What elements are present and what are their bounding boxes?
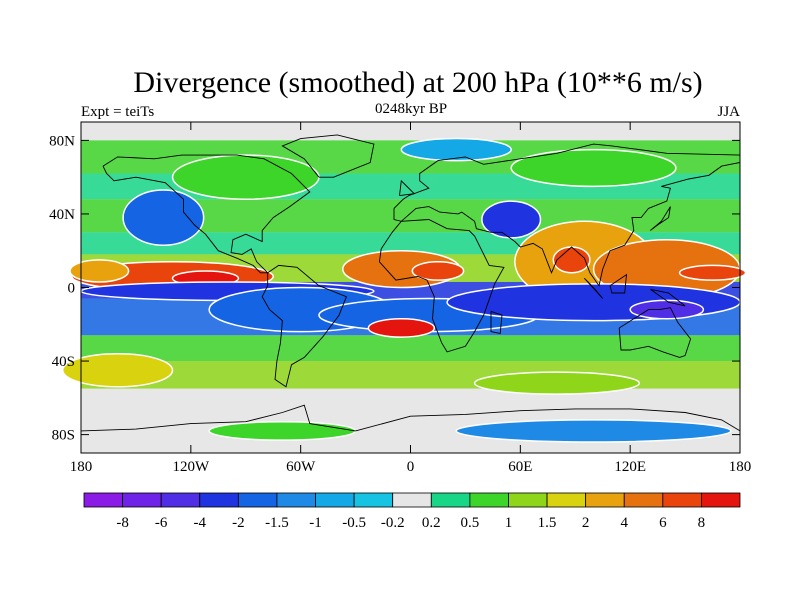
- divergence-region: [481, 200, 542, 239]
- x-tick-label: 60E: [508, 459, 532, 475]
- x-tick-label: 180: [729, 459, 752, 475]
- divergence-region: [122, 189, 205, 246]
- coastlines: [80, 134, 741, 432]
- colorbar-swatch: [701, 492, 741, 508]
- colorbar-swatch: [508, 492, 548, 508]
- colorbar-label: -0.2: [381, 515, 405, 531]
- subtitle-center: 0248kyr BP: [375, 101, 447, 117]
- colorbar-swatch: [585, 492, 625, 508]
- divergence-region: [411, 261, 465, 281]
- colorbar-swatch: [199, 492, 239, 508]
- coastline: [261, 264, 347, 388]
- chart-title: Divergence (smoothed) at 200 hPa (10**6 …: [133, 66, 702, 99]
- colorbar-swatch: [353, 492, 394, 508]
- x-tick-label: 180: [70, 459, 93, 475]
- coastline: [393, 143, 741, 287]
- colorbar-label: 4: [620, 515, 628, 531]
- y-tick-label: 40S: [52, 354, 75, 370]
- colorbar-label: 6: [659, 515, 667, 531]
- coastline: [281, 134, 375, 178]
- coastline: [102, 154, 311, 274]
- divergence-region: [629, 299, 705, 320]
- colorbar-label: -1: [309, 515, 322, 531]
- subtitle-right: JJA: [717, 104, 740, 120]
- divergence-region: [552, 246, 591, 274]
- colorbar-swatch: [469, 492, 509, 508]
- x-tick-label: 60W: [286, 459, 316, 475]
- colorbar-label: -6: [155, 515, 168, 531]
- divergence-region: [367, 318, 436, 338]
- latitude-band: [81, 388, 740, 413]
- x-tick-label: 0: [407, 459, 415, 475]
- divergence-region: [208, 420, 357, 441]
- divergence-region: [678, 264, 747, 281]
- coastline: [399, 179, 416, 197]
- divergence-region: [171, 154, 320, 200]
- x-axis-ticks: 180 120W 60W 0 60E 120E 180: [70, 122, 752, 475]
- coastline: [650, 288, 686, 307]
- divergence-region: [455, 419, 732, 443]
- divergence-region: [510, 148, 677, 188]
- colorbar-swatch: [237, 492, 278, 508]
- colorbar-label: 1.5: [538, 515, 557, 531]
- y-tick-label: 0: [68, 281, 76, 297]
- colorbar-swatch: [430, 492, 471, 508]
- coastline: [618, 307, 692, 358]
- divergence-region: [473, 371, 641, 395]
- colorbar-swatch: [315, 492, 355, 508]
- colorbar-label: 2: [582, 515, 590, 531]
- colorbar: -8 -6 -4 -2 -1.5 -1 -0.5 -0.2 0.2 0.5 1 1.5 2 4 6 8: [83, 492, 741, 531]
- colorbar-swatch: [623, 492, 664, 508]
- latitude-band: [81, 361, 740, 389]
- subtitle-left: Expt = teiTs: [81, 104, 154, 120]
- latitude-band: [81, 122, 740, 141]
- coastline: [80, 404, 741, 432]
- divergence-region: [69, 259, 130, 283]
- colorbar-label: -1.5: [265, 515, 289, 531]
- divergence-region: [400, 137, 512, 162]
- colorbar-label: -2: [232, 515, 245, 531]
- colorbar-swatch: [160, 492, 201, 508]
- y-tick-label: 40N: [49, 207, 75, 223]
- colorbar-label: 8: [698, 515, 706, 531]
- colorbar-swatch: [392, 492, 432, 508]
- colorbar-swatch: [662, 492, 702, 508]
- colorbar-swatch: [276, 492, 316, 508]
- y-axis-ticks: 80N 40N 0 40S 80S: [49, 133, 740, 444]
- latitude-band: [81, 335, 740, 362]
- coastline: [650, 206, 671, 231]
- plot-area: [61, 121, 747, 454]
- y-tick-label: 80S: [52, 428, 75, 444]
- x-tick-label: 120W: [172, 459, 210, 475]
- colorbar-swatch: [546, 492, 587, 508]
- coastline: [490, 310, 503, 335]
- y-tick-label: 80N: [49, 133, 75, 149]
- coastline: [378, 219, 505, 353]
- coastline: [584, 277, 604, 299]
- x-tick-label: 120E: [614, 459, 646, 475]
- colorbar-label: -0.5: [342, 515, 366, 531]
- colorbar-label: 0.2: [422, 515, 441, 531]
- coastline: [609, 273, 628, 294]
- colorbar-label: -8: [116, 515, 129, 531]
- colorbar-label: 0.5: [461, 515, 480, 531]
- colorbar-label: -4: [194, 515, 207, 531]
- divergence-regions: [61, 137, 747, 443]
- colorbar-swatch: [122, 492, 162, 508]
- colorbar-label: 1: [505, 515, 513, 531]
- divergence-region: [61, 352, 174, 388]
- colorbar-swatch: [83, 492, 123, 508]
